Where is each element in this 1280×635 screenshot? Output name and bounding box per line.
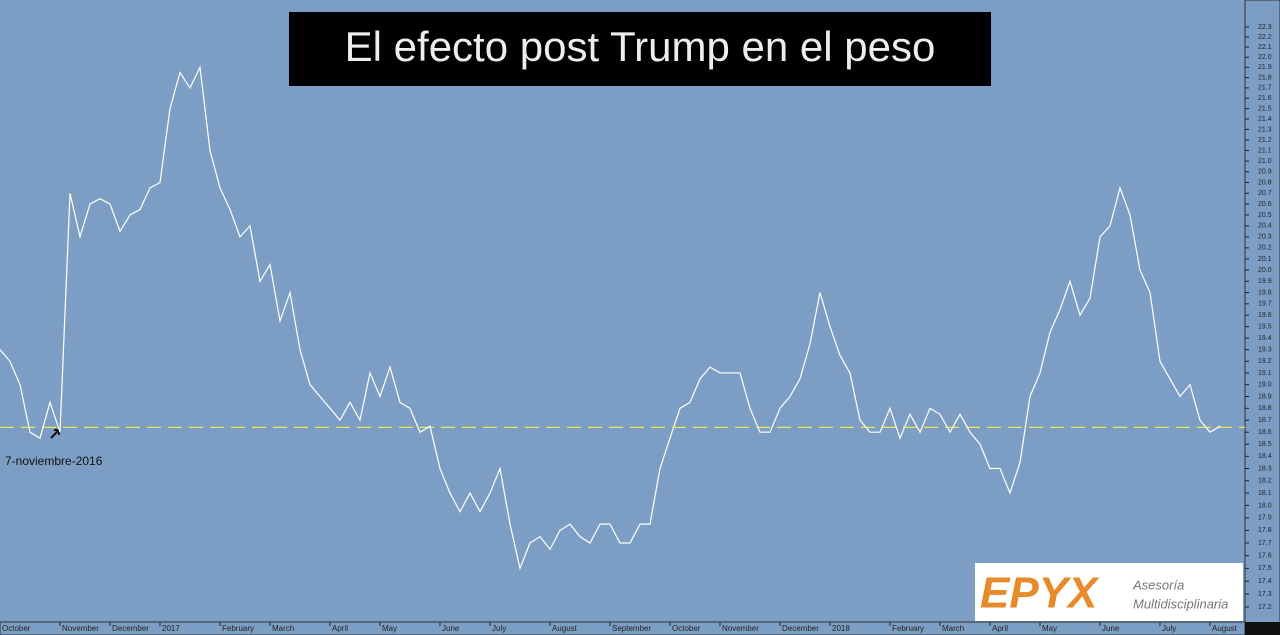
x-tick-label: May xyxy=(1042,624,1057,633)
y-tick-label: 18.8 xyxy=(1258,405,1272,412)
y-tick-label: 17.2 xyxy=(1258,604,1272,611)
y-tick-label: 19.7 xyxy=(1258,301,1272,308)
y-tick-label: 18.3 xyxy=(1258,465,1272,472)
annotation: 7-noviembre-2016 xyxy=(5,454,103,468)
y-tick-label: 19.5 xyxy=(1258,323,1272,330)
logo-line: Multidisciplinaria xyxy=(1133,596,1228,611)
y-tick-label: 19.0 xyxy=(1258,382,1272,389)
y-tick-label: 20.1 xyxy=(1258,256,1272,263)
y-tick-label: 18.9 xyxy=(1258,393,1272,400)
y-tick-label: 18.4 xyxy=(1258,453,1272,460)
y-tick-label: 19.4 xyxy=(1258,335,1272,342)
x-tick-label: October xyxy=(2,624,31,633)
y-tick-label: 18.2 xyxy=(1258,478,1272,485)
x-tick-label: May xyxy=(382,624,397,633)
y-tick-label: 22.2 xyxy=(1258,34,1272,41)
x-tick-label: September xyxy=(612,624,651,633)
y-tick-label: 19.8 xyxy=(1258,289,1272,296)
y-tick-label: 20.3 xyxy=(1258,234,1272,241)
y-tick-label: 22.3 xyxy=(1258,24,1272,31)
y-tick-label: 21.6 xyxy=(1258,95,1272,102)
x-tick-label: November xyxy=(722,624,759,633)
y-tick-label: 17.6 xyxy=(1258,552,1272,559)
y-tick-label: 21.5 xyxy=(1258,105,1272,112)
axis-corner xyxy=(1245,622,1280,635)
x-tick-label: February xyxy=(892,624,924,633)
price-line xyxy=(0,65,1221,571)
y-tick-label: 19.2 xyxy=(1258,358,1272,365)
y-tick-label: 19.6 xyxy=(1258,312,1272,319)
y-tick-label: 21.9 xyxy=(1258,64,1272,71)
y-tick-label: 21.2 xyxy=(1258,137,1272,144)
x-tick-label: July xyxy=(1162,624,1176,633)
y-tick-label: 22.1 xyxy=(1258,44,1272,51)
y-tick-label: 20.9 xyxy=(1258,169,1272,176)
x-tick-label: April xyxy=(992,624,1008,633)
y-tick-label: 20.7 xyxy=(1258,190,1272,197)
x-tick-label: November xyxy=(62,624,99,633)
title-box xyxy=(289,12,991,86)
y-tick-label: 17.9 xyxy=(1258,515,1272,522)
y-tick-label: 20.0 xyxy=(1258,267,1272,274)
y-tick-label: 21.1 xyxy=(1258,147,1272,154)
y-tick-label: 18.0 xyxy=(1258,502,1272,509)
y-tick-label: 20.4 xyxy=(1258,223,1272,230)
y-tick-label: 21.0 xyxy=(1258,158,1272,165)
logo-line: Asesoría xyxy=(1132,577,1184,592)
x-tick-label: June xyxy=(1102,624,1120,633)
x-tick-label: April xyxy=(332,624,348,633)
y-tick-label: 18.6 xyxy=(1258,429,1272,436)
x-tick-label: October xyxy=(672,624,701,633)
y-tick-label: 17.4 xyxy=(1258,578,1272,585)
logo: EPYX Asesoría Multidisciplinaria xyxy=(975,563,1243,621)
y-tick-label: 22.0 xyxy=(1258,54,1272,61)
y-tick-label: 17.5 xyxy=(1258,565,1272,572)
y-tick-label: 21.4 xyxy=(1258,116,1272,123)
y-tick-label: 18.7 xyxy=(1258,417,1272,424)
chart-title: El efecto post Trump en el peso xyxy=(345,23,936,70)
x-tick-label: June xyxy=(442,624,460,633)
y-tick-label: 17.3 xyxy=(1258,591,1272,598)
x-tick-label: August xyxy=(1212,624,1238,633)
x-tick-label: 2017 xyxy=(162,624,180,633)
y-tick-label: 21.8 xyxy=(1258,74,1272,81)
y-tick-label: 20.6 xyxy=(1258,201,1272,208)
x-tick-label: February xyxy=(222,624,254,633)
x-tick-label: December xyxy=(782,624,819,633)
y-tick-label: 19.3 xyxy=(1258,347,1272,354)
y-axis-panel xyxy=(1244,0,1280,635)
y-tick-label: 17.7 xyxy=(1258,540,1272,547)
x-tick-label: July xyxy=(492,624,506,633)
y-tick-label: 20.2 xyxy=(1258,245,1272,252)
y-tick-label: 17.8 xyxy=(1258,527,1272,534)
y-tick-label: 19.9 xyxy=(1258,278,1272,285)
y-tick-label: 18.5 xyxy=(1258,441,1272,448)
x-tick-label: December xyxy=(112,624,149,633)
y-tick-label: 20.5 xyxy=(1258,212,1272,219)
y-tick-label: 20.8 xyxy=(1258,179,1272,186)
y-tick-label: 21.7 xyxy=(1258,85,1272,92)
logo-brand: EPYX xyxy=(980,569,1100,618)
x-tick-label: 2018 xyxy=(832,624,850,633)
logo-box xyxy=(975,563,1243,621)
y-tick-label: 18.1 xyxy=(1258,490,1272,497)
x-tick-label: March xyxy=(272,624,294,633)
x-tick-label: March xyxy=(942,624,964,633)
y-tick-label: 21.3 xyxy=(1258,126,1272,133)
x-tick-label: August xyxy=(552,624,578,633)
y-tick-label: 19.1 xyxy=(1258,370,1272,377)
